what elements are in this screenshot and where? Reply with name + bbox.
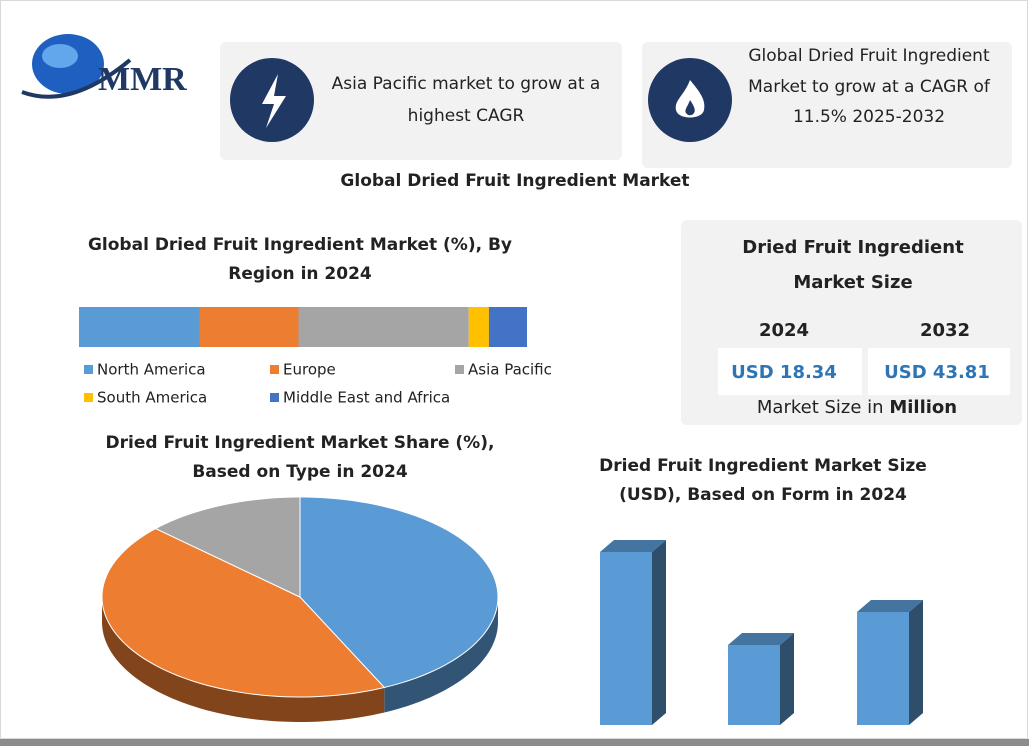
bar [600,552,652,725]
logo-text: MMR [98,61,187,98]
legend-label: Middle East and Africa [283,389,450,407]
bolt-icon [262,74,286,128]
chart-title: Dried Fruit Ingredient Market Size [599,456,927,476]
chart-title: (USD), Based on Form in 2024 [619,485,907,505]
pie-slice [101,527,386,698]
unit: Million [889,397,957,418]
bar [857,612,909,725]
legend-swatch [84,365,93,374]
bar-segment [298,307,469,347]
bar [728,645,780,725]
legend-swatch [270,393,279,402]
bar-top [857,600,923,612]
year-label: 2032 [920,320,970,341]
slice-side [384,597,498,713]
slice-side [102,597,385,722]
pie-slice [299,496,499,689]
highlight-card [220,42,622,160]
flame-icon [675,80,705,118]
bar-segment [79,307,200,347]
legend-swatch [455,365,464,374]
bar-segment [468,307,489,347]
highlight-text: Asia Pacific market to grow at a [332,74,601,94]
highlight-text: Global Dried Fruit Ingredient [748,46,990,66]
bar-side [652,540,666,725]
market-value: USD 43.81 [884,362,990,383]
highlight-text: highest CAGR [408,106,525,126]
legend-label: Europe [283,361,336,379]
chart-title: Region in 2024 [228,264,372,284]
pie-slice [154,496,301,598]
bar-side [909,600,923,725]
year-label: 2024 [759,320,809,341]
unit-note: Market Size in Million [757,397,957,418]
market-size-title: Market Size [793,272,912,293]
bottom-strip [0,739,1029,746]
bar-segment [199,307,299,347]
chart-title: Global Dried Fruit Ingredient Market (%)… [88,235,512,255]
value-box [718,348,862,395]
value-box [868,348,1010,395]
legend-swatch [84,393,93,402]
legend-label: South America [97,389,207,407]
unit-label: Market Size in [757,397,884,418]
highlight-card [642,42,1012,168]
flame-inner [685,100,695,116]
legend-label: North America [97,361,206,379]
legend-swatch [270,365,279,374]
market-value: USD 18.34 [731,362,837,383]
main-title: Global Dried Fruit Ingredient Market [340,171,689,191]
highlight-text: 11.5% 2025-2032 [793,107,945,127]
bar-top [728,633,794,645]
bar-side [780,633,794,725]
logo: MMR [21,34,187,99]
swoosh [21,58,132,99]
legend-label: Asia Pacific [468,361,552,379]
bar-top [600,540,666,552]
bar-segment [488,307,527,347]
chart-title: Dried Fruit Ingredient Market Share (%), [106,433,495,453]
globe-shine [42,44,78,68]
highlight-text: Market to grow at a CAGR of [748,77,991,97]
chart-title: Based on Type in 2024 [192,462,407,482]
market-size-title: Dried Fruit Ingredient [742,237,964,258]
